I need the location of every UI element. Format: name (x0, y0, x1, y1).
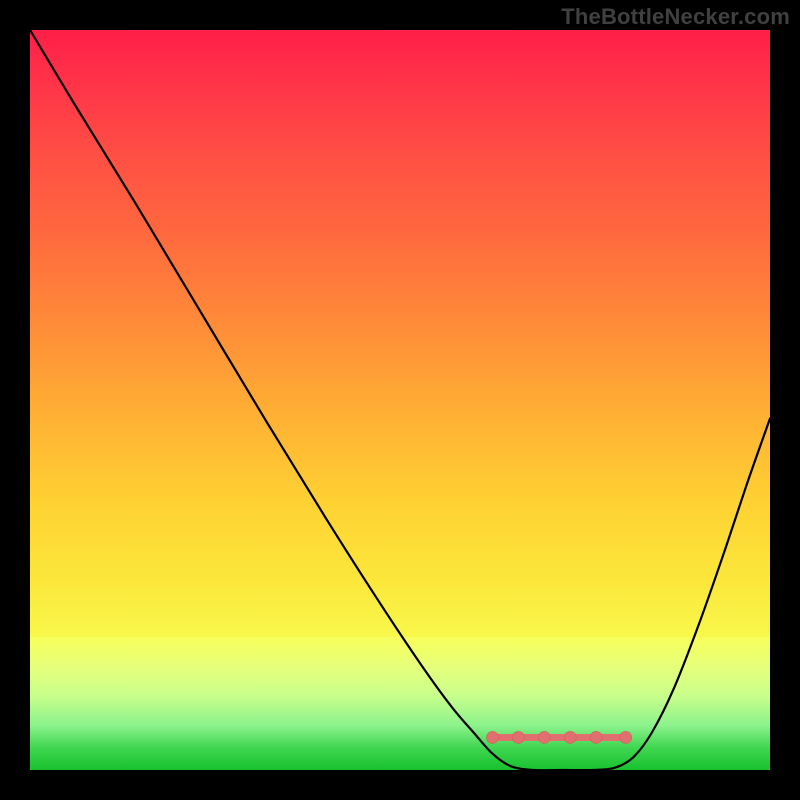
bead-dot (590, 731, 602, 743)
curve-svg (30, 30, 770, 770)
bead-dot (620, 731, 632, 743)
bead-dot (512, 731, 524, 743)
watermark-text: TheBottleNecker.com (561, 4, 790, 30)
bead-dot (538, 731, 550, 743)
bead-dot (564, 731, 576, 743)
bead-dot (487, 731, 499, 743)
bottleneck-curve (30, 30, 770, 770)
chart-frame: TheBottleNecker.com (0, 0, 800, 800)
plot-area (30, 30, 770, 770)
